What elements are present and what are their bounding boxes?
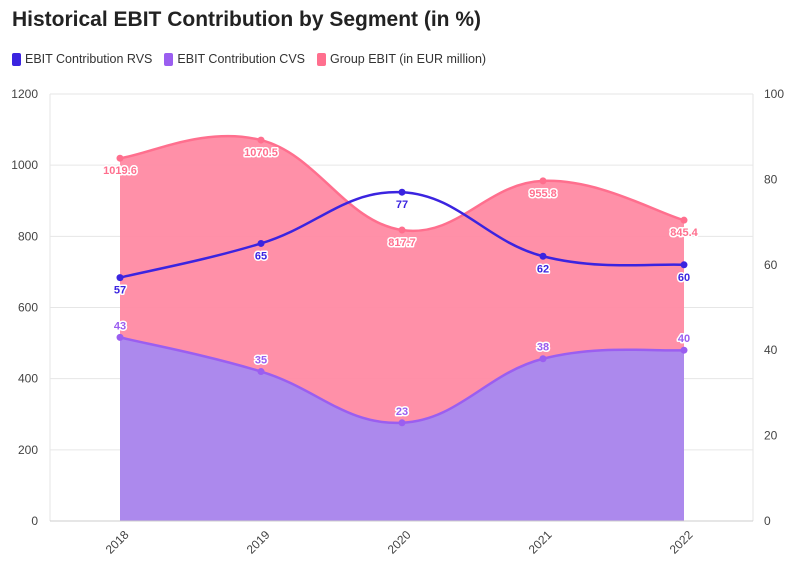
- group-ebit-data-label: 1019.6: [103, 165, 137, 177]
- x-tick-label: 2018: [103, 528, 132, 557]
- x-tick-label: 2021: [526, 528, 555, 557]
- chart-title: Historical EBIT Contribution by Segment …: [12, 8, 482, 31]
- y-left-tick-label: 400: [18, 372, 38, 386]
- legend-item-rvs[interactable]: EBIT Contribution RVS: [12, 52, 152, 66]
- cvs-area: [120, 337, 684, 521]
- rvs-point: [398, 188, 406, 196]
- x-tick-label: 2019: [244, 528, 273, 557]
- rvs-point: [680, 261, 688, 269]
- legend-item-group[interactable]: Group EBIT (in EUR million): [317, 52, 486, 66]
- y-right-tick-label: 40: [764, 343, 778, 357]
- group-ebit-point: [680, 216, 688, 224]
- group-ebit-point: [116, 154, 124, 162]
- y-right-tick-label: 100: [764, 87, 784, 101]
- cvs-data-label: 40: [678, 333, 690, 345]
- y-left-tick-label: 1200: [11, 87, 38, 101]
- legend-label-cvs: EBIT Contribution CVS: [177, 52, 305, 66]
- rvs-point: [116, 274, 124, 282]
- legend-swatch-rvs: [12, 52, 21, 66]
- cvs-point: [116, 333, 124, 341]
- cvs-point: [680, 346, 688, 354]
- y-left-tick-label: 0: [31, 514, 38, 528]
- cvs-data-label: 23: [396, 406, 408, 418]
- legend-swatch-cvs: [164, 52, 174, 66]
- y-left-tick-label: 200: [18, 443, 38, 457]
- y-left-tick-label: 1000: [11, 158, 38, 172]
- cvs-point: [398, 419, 406, 427]
- rvs-point: [257, 239, 265, 247]
- cvs-point: [539, 355, 547, 363]
- cvs-data-label: 38: [537, 342, 549, 354]
- y-right-tick-label: 0: [764, 514, 771, 528]
- group-ebit-data-label: 817.7: [388, 237, 416, 249]
- legend: EBIT Contribution RVS EBIT Contribution …: [12, 52, 486, 66]
- rvs-data-label: 60: [678, 272, 690, 284]
- y-left-tick-label: 800: [18, 229, 38, 243]
- group-ebit-data-label: 955.8: [529, 188, 557, 200]
- legend-swatch-group: [317, 52, 326, 66]
- y-right-tick-label: 60: [764, 258, 778, 272]
- x-tick-label: 2020: [385, 528, 414, 557]
- rvs-data-label: 77: [396, 199, 408, 211]
- group-ebit-point: [539, 177, 547, 185]
- legend-label-rvs: EBIT Contribution RVS: [25, 52, 153, 66]
- group-ebit-point: [257, 136, 265, 144]
- rvs-data-label: 62: [537, 263, 549, 275]
- y-right-tick-label: 80: [764, 172, 778, 186]
- legend-label-group: Group EBIT (in EUR million): [330, 52, 487, 66]
- cvs-data-label: 35: [255, 355, 267, 367]
- cvs-data-label: 43: [114, 320, 126, 332]
- y-left-tick-label: 600: [18, 301, 38, 315]
- group-ebit-point: [398, 226, 406, 234]
- group-ebit-data-label: 845.4: [670, 227, 698, 239]
- rvs-data-label: 57: [114, 285, 126, 297]
- x-tick-label: 2022: [667, 528, 696, 557]
- legend-item-cvs[interactable]: EBIT Contribution CVS: [164, 52, 305, 66]
- rvs-point: [539, 252, 547, 260]
- group-ebit-data-label: 1070.5: [244, 147, 278, 159]
- cvs-point: [257, 368, 265, 376]
- y-right-tick-label: 20: [764, 429, 778, 443]
- rvs-data-label: 65: [255, 250, 267, 262]
